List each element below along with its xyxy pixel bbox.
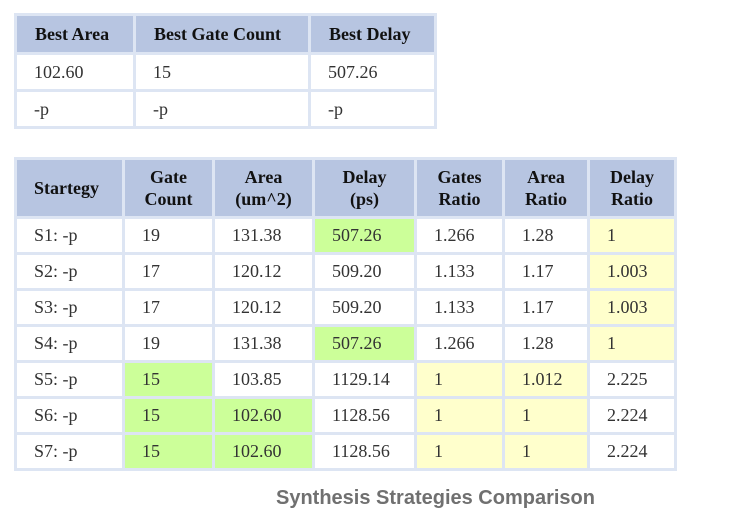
delay-header-line: (ps) xyxy=(349,189,379,209)
area-cell: 102.60 xyxy=(215,399,312,432)
strategy-row: S4: -p 19 131.38 507.26 1.266 1.28 1 xyxy=(17,327,674,360)
best-delay-header: Best Delay xyxy=(311,16,434,52)
delay-ratio-header-line: Delay xyxy=(610,167,654,187)
delay-ratio-cell: 1.003 xyxy=(590,291,674,324)
best-results-header-row: Best Area Best Gate Count Best Delay xyxy=(17,16,434,52)
best-area-value: 102.60 xyxy=(17,55,133,89)
best-gate-count-value: 15 xyxy=(136,55,308,89)
delay-cell: 1128.56 xyxy=(315,435,414,468)
area-ratio-cell: 1.012 xyxy=(505,363,587,396)
strategy-header-line: Startegy xyxy=(34,178,99,198)
gate-count-header-line: Gate xyxy=(150,167,187,187)
area-cell: 131.38 xyxy=(215,219,312,252)
strategy-header-row: Startegy Gate Count Area (um^2) Delay (ps) Gate… xyxy=(17,160,674,216)
delay-ratio-cell: 2.224 xyxy=(590,399,674,432)
strategy-row: S3: -p 17 120.12 509.20 1.133 1.17 1.003 xyxy=(17,291,674,324)
area-cell: 131.38 xyxy=(215,327,312,360)
delay-cell: 1129.14 xyxy=(315,363,414,396)
strategy-cell: S7: -p xyxy=(17,435,122,468)
area-ratio-cell: 1.17 xyxy=(505,255,587,288)
best-gate-count-strategy: -p xyxy=(136,92,308,126)
best-strategy-row: -p -p -p xyxy=(17,92,434,126)
area-ratio-cell: 1 xyxy=(505,435,587,468)
strategy-cell: S3: -p xyxy=(17,291,122,324)
gate-count-header-line: Count xyxy=(144,189,193,209)
delay-ratio-header: Delay Ratio xyxy=(590,160,674,216)
delay-header-line: Delay xyxy=(342,167,387,187)
strategy-cell: S4: -p xyxy=(17,327,122,360)
delay-cell: 509.20 xyxy=(315,255,414,288)
delay-ratio-cell: 1.003 xyxy=(590,255,674,288)
gate-count-cell: 17 xyxy=(125,255,212,288)
gate-count-cell: 19 xyxy=(125,327,212,360)
area-ratio-header-line: Ratio xyxy=(525,189,567,209)
area-cell: 120.12 xyxy=(215,255,312,288)
best-delay-value: 507.26 xyxy=(311,55,434,89)
gates-ratio-header-line: Ratio xyxy=(438,189,481,209)
area-ratio-cell: 1.17 xyxy=(505,291,587,324)
delay-ratio-cell: 1 xyxy=(590,219,674,252)
best-values-row: 102.60 15 507.26 xyxy=(17,55,434,89)
gates-ratio-cell: 1.266 xyxy=(417,327,502,360)
best-results-table: Best Area Best Gate Count Best Delay 102… xyxy=(14,13,437,129)
area-ratio-header-line: Area xyxy=(527,167,565,187)
area-cell: 102.60 xyxy=(215,435,312,468)
table-caption: Synthesis Strategies Comparison xyxy=(276,487,595,509)
delay-cell: 507.26 xyxy=(315,219,414,252)
gates-ratio-cell: 1.133 xyxy=(417,255,502,288)
best-area-header: Best Area xyxy=(17,16,133,52)
strategy-row: S6: -p 15 102.60 1128.56 1 1 2.224 xyxy=(17,399,674,432)
strategy-row: S2: -p 17 120.12 509.20 1.133 1.17 1.003 xyxy=(17,255,674,288)
delay-ratio-cell: 1 xyxy=(590,327,674,360)
gate-count-cell: 15 xyxy=(125,435,212,468)
area-cell: 103.85 xyxy=(215,363,312,396)
delay-header: Delay (ps) xyxy=(315,160,414,216)
delay-cell: 507.26 xyxy=(315,327,414,360)
area-ratio-cell: 1.28 xyxy=(505,327,587,360)
gate-count-cell: 15 xyxy=(125,363,212,396)
area-header: Area (um^2) xyxy=(215,160,312,216)
best-gate-count-header: Best Gate Count xyxy=(136,16,308,52)
gate-count-header: Gate Count xyxy=(125,160,212,216)
gates-ratio-cell: 1.133 xyxy=(417,291,502,324)
gates-ratio-cell: 1.266 xyxy=(417,219,502,252)
strategy-table-body: S1: -p 19 131.38 507.26 1.266 1.28 1 S2: -p 17 12… xyxy=(17,219,674,468)
best-area-strategy: -p xyxy=(17,92,133,126)
gates-ratio-header: Gates Ratio xyxy=(417,160,502,216)
gate-count-cell: 15 xyxy=(125,399,212,432)
strategy-row: S7: -p 15 102.60 1128.56 1 1 2.224 xyxy=(17,435,674,468)
strategy-cell: S2: -p xyxy=(17,255,122,288)
strategy-cell: S1: -p xyxy=(17,219,122,252)
delay-ratio-cell: 2.224 xyxy=(590,435,674,468)
strategy-comparison-table: Startegy Gate Count Area (um^2) Delay (ps) Gate… xyxy=(14,157,677,471)
area-cell: 120.12 xyxy=(215,291,312,324)
gate-count-cell: 17 xyxy=(125,291,212,324)
area-ratio-cell: 1.28 xyxy=(505,219,587,252)
delay-ratio-header-line: Ratio xyxy=(611,189,653,209)
strategy-row: S5: -p 15 103.85 1129.14 1 1.012 2.225 xyxy=(17,363,674,396)
delay-cell: 509.20 xyxy=(315,291,414,324)
strategy-cell: S5: -p xyxy=(17,363,122,396)
gates-ratio-cell: 1 xyxy=(417,435,502,468)
area-ratio-header: Area Ratio xyxy=(505,160,587,216)
gates-ratio-header-line: Gates xyxy=(437,167,482,187)
strategy-cell: S6: -p xyxy=(17,399,122,432)
strategy-header: Startegy xyxy=(17,160,122,216)
area-ratio-cell: 1 xyxy=(505,399,587,432)
area-header-line: (um^2) xyxy=(235,189,292,209)
best-delay-strategy: -p xyxy=(311,92,434,126)
gate-count-cell: 19 xyxy=(125,219,212,252)
gates-ratio-cell: 1 xyxy=(417,363,502,396)
strategy-row: S1: -p 19 131.38 507.26 1.266 1.28 1 xyxy=(17,219,674,252)
delay-cell: 1128.56 xyxy=(315,399,414,432)
area-header-line: Area xyxy=(244,167,283,187)
delay-ratio-cell: 2.225 xyxy=(590,363,674,396)
gates-ratio-cell: 1 xyxy=(417,399,502,432)
